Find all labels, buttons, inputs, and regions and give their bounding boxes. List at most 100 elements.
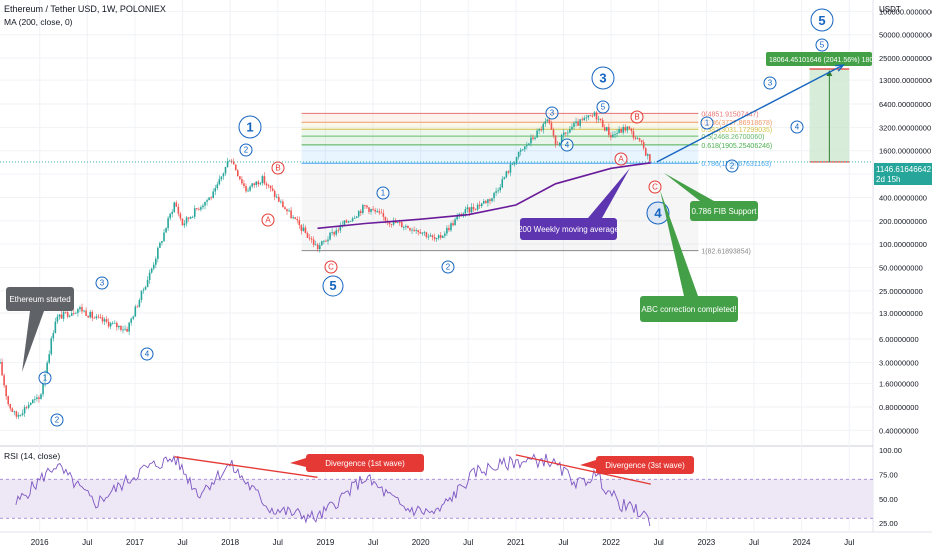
callout-fib-support-box[interactable]: [690, 201, 758, 221]
candle-body: [528, 143, 530, 146]
symbol-title[interactable]: Ethereum / Tether USD, 1W, POLONIEX: [4, 4, 166, 14]
candle-body: [300, 225, 303, 231]
wave-label: 1: [246, 119, 253, 134]
candle-body: [495, 191, 497, 193]
candle-body: [7, 396, 9, 405]
callout-ma200-box[interactable]: [520, 218, 617, 240]
wave-label-circle[interactable]: [271, 161, 285, 175]
wave-label-circle[interactable]: [700, 116, 714, 130]
wave-label-circle[interactable]: [790, 120, 804, 134]
wave-label-circle[interactable]: [239, 143, 253, 157]
projection-arrow[interactable]: [656, 64, 845, 163]
candle-body: [526, 145, 528, 147]
candle-body: [13, 411, 16, 413]
candle-body: [316, 244, 319, 250]
wave-label-circle[interactable]: [560, 138, 574, 152]
wave-label: 4: [654, 205, 662, 220]
ma-indicator-label[interactable]: MA (200, close, 0): [4, 17, 73, 27]
candle-body: [165, 228, 167, 233]
candle-body: [0, 361, 1, 364]
price-tick-label: 6400.00000000: [879, 100, 931, 109]
wave-label-circle[interactable]: [596, 100, 610, 114]
wave-label-circle[interactable]: [441, 260, 455, 274]
candle-body: [241, 179, 243, 184]
wave-labels[interactable]: 1 2 3 4 5 A B C 1 2 3 4 5 A B C 1 2 3 4 1 2 3 4 5 5: [38, 8, 834, 427]
candle-body: [267, 185, 270, 187]
time-tick-label: 2021: [507, 538, 525, 547]
candle-body: [595, 112, 598, 120]
candle-body: [128, 322, 130, 332]
callout-div3-box[interactable]: [596, 456, 694, 474]
callout-div1-box[interactable]: [306, 454, 424, 472]
candle-body: [327, 239, 329, 242]
candle-body: [27, 404, 30, 408]
fib-retracement[interactable]: 0(4851.91507447) 0.236(3727.86918678)0.38…: [301, 111, 773, 256]
callout-started-box[interactable]: [6, 287, 74, 311]
projection-arrow-line[interactable]: [656, 64, 844, 163]
wave-label-circle[interactable]: [810, 8, 834, 32]
candle-body: [105, 319, 108, 322]
candle-body: [232, 161, 235, 165]
wave-label-circle[interactable]: [324, 260, 338, 274]
wave-label-circle[interactable]: [646, 201, 670, 225]
wave-label-circle[interactable]: [261, 213, 275, 227]
rsi-tick-label: 50.00: [879, 495, 898, 504]
candle-body: [382, 213, 385, 217]
candle-body: [68, 315, 71, 317]
callout-div1-text: Divergence (1st wave): [325, 459, 405, 468]
candle-body: [339, 224, 342, 231]
fib-level-label: 1(82.61893854): [701, 249, 750, 256]
candle-body: [329, 232, 331, 240]
wave-label-circle[interactable]: [140, 347, 154, 361]
wave-label-circle[interactable]: [322, 275, 344, 297]
wave-label: 2: [244, 145, 249, 154]
projection-box[interactable]: 18064.45101646 (2041.56%) 1806445: [766, 52, 889, 163]
wave-label-circle[interactable]: [648, 180, 662, 194]
candle-body: [247, 190, 249, 192]
time-tick-label: 2024: [793, 538, 811, 547]
price-tick-label: 13.00000000: [879, 309, 923, 318]
candle-body: [513, 162, 516, 165]
callout-abc-box[interactable]: [640, 296, 738, 322]
candle-body: [173, 202, 176, 212]
wave-label-circle[interactable]: [50, 413, 64, 427]
wave-label-circle[interactable]: [545, 106, 559, 120]
wave-label: B: [275, 163, 280, 172]
candle-body: [503, 177, 506, 180]
candle-body: [647, 154, 649, 156]
candle-body: [11, 408, 14, 412]
divergence-line-1[interactable]: [174, 456, 318, 478]
ma-200-line: [317, 162, 651, 230]
wave-label-circle[interactable]: [614, 152, 628, 166]
candle-body: [603, 127, 606, 131]
wave-label-circle[interactable]: [591, 66, 615, 90]
wave-label-circle[interactable]: [238, 115, 262, 139]
candle-body: [1, 361, 3, 376]
wave-label-circle[interactable]: [376, 186, 390, 200]
candle-body: [608, 127, 610, 136]
candle-body: [614, 134, 616, 135]
candle-body: [497, 190, 499, 192]
candle-body: [208, 197, 210, 201]
wave-label: B: [634, 112, 639, 121]
callouts[interactable]: Ethereum started 200 Weekly moving averag…: [6, 168, 758, 474]
candle-body: [142, 289, 145, 291]
candle-body: [489, 199, 491, 201]
candle-body: [116, 322, 118, 328]
wave-label-circle[interactable]: [815, 38, 829, 52]
candle-body: [109, 323, 112, 327]
callout-ma200-pointer: [588, 168, 630, 218]
wave-label-circle[interactable]: [95, 276, 109, 290]
candle-body: [263, 176, 266, 184]
candle-body: [140, 290, 143, 300]
divergence-line-3[interactable]: [515, 454, 651, 485]
wave-label-circle[interactable]: [630, 110, 644, 124]
candle-body: [111, 322, 114, 324]
price-tick-label: 100000.00000000: [879, 7, 932, 16]
candles: [0, 110, 873, 420]
rsi-indicator-label[interactable]: RSI (14, close): [4, 451, 60, 461]
wave-label-circle[interactable]: [725, 159, 739, 173]
wave-label-circle[interactable]: [38, 371, 52, 385]
wave-label-circle[interactable]: [763, 76, 777, 90]
